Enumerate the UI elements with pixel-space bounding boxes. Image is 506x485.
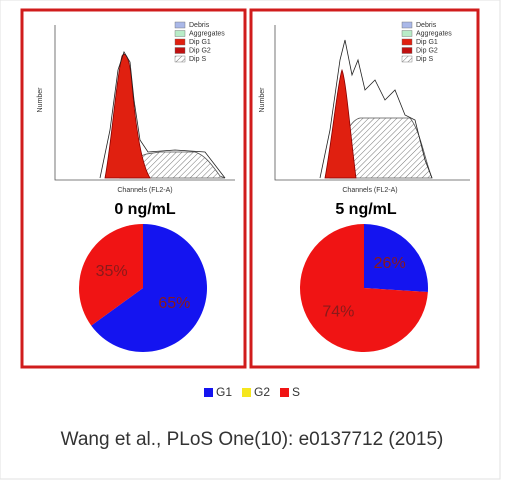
value-label: 35% [96, 263, 128, 280]
legend-swatch [401, 21, 413, 29]
legend-label: Aggregates [189, 30, 225, 37]
legend-label: G1 [216, 385, 232, 399]
legend-swatch [280, 388, 289, 397]
legend-swatch [401, 55, 413, 63]
axis-label: Channels (FL2-A) [342, 187, 397, 194]
axis-label: Number [259, 87, 266, 113]
axis-label: Channels (FL2-A) [117, 187, 172, 194]
legend-label: G2 [254, 385, 270, 399]
legend-label: Debris [416, 22, 437, 29]
panel [249, 8, 480, 369]
histogram: Number Channels (FL2-A) DebrisAggregates… [259, 21, 470, 194]
legend-label: Debris [189, 22, 210, 29]
caption: Wang et al., PLoS One(10): e0137712 (201… [61, 429, 444, 450]
panel [20, 8, 247, 369]
legend-swatch [174, 30, 186, 37]
chart-title: 5 ng/mL [335, 201, 397, 218]
pie-slice [79, 224, 143, 326]
legend-swatch [174, 47, 186, 54]
legend-swatch [401, 47, 413, 54]
pie-slice [91, 224, 207, 353]
chart-title: 0 ng/mL [114, 201, 176, 218]
axis-label: Number [37, 87, 44, 113]
histogram: Number Channels (FL2-A) DebrisAggregates… [37, 21, 235, 194]
value-label: 65% [158, 295, 190, 312]
legend-label: Dip S [189, 56, 206, 63]
legend-swatch [204, 388, 213, 397]
legend-swatch [242, 388, 251, 397]
legend-label: Dip G1 [416, 39, 438, 46]
legend-label: Dip G2 [416, 47, 438, 54]
value-label: 74% [322, 303, 354, 320]
legend-swatch [401, 30, 413, 37]
legend-label: Aggregates [416, 30, 452, 37]
legend-swatch [174, 21, 186, 29]
legend-swatch [174, 55, 186, 63]
pie-slice [364, 224, 428, 293]
legend-label: Dip G1 [189, 39, 211, 46]
legend-label: Dip G2 [189, 47, 211, 54]
legend-label: S [292, 385, 300, 399]
pie-slice [300, 224, 428, 353]
legend-label: Dip S [416, 56, 433, 63]
value-label: 26% [374, 255, 406, 272]
legend-swatch [174, 38, 186, 46]
legend-swatch [401, 38, 413, 46]
